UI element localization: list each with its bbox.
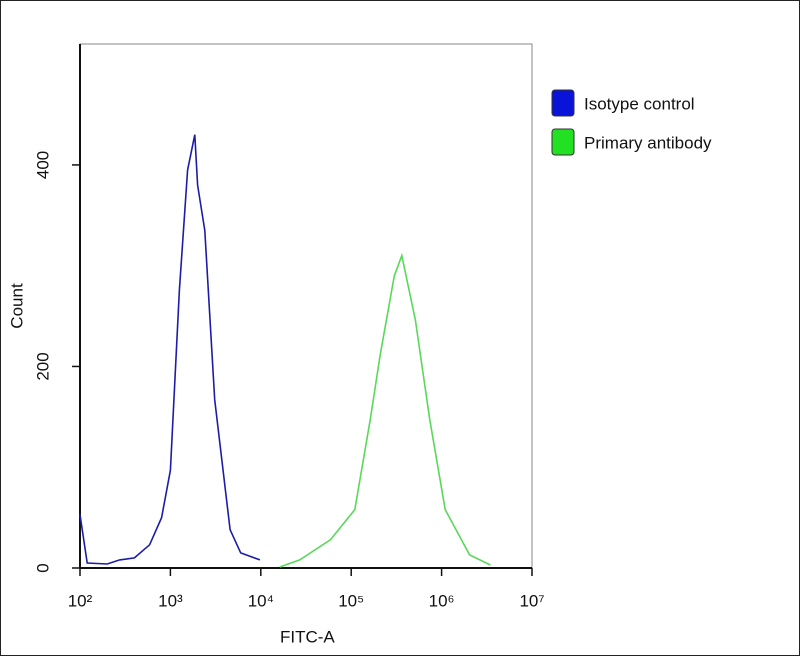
plot-frame — [79, 43, 533, 569]
legend-swatch — [551, 89, 575, 117]
y-tick-label: 400 — [33, 151, 52, 179]
x-tick-label: 10⁷ — [519, 591, 544, 610]
legend-label: Isotype control — [584, 94, 695, 113]
x-tick-label: 10² — [68, 591, 93, 610]
y-tick-label: 200 — [33, 352, 52, 380]
x-tick-label: 10³ — [158, 591, 183, 610]
x-tick-label: 10⁴ — [248, 591, 274, 610]
legend-swatch — [551, 128, 575, 156]
x-tick-label: 10⁶ — [429, 591, 455, 610]
series-line — [279, 252, 491, 568]
series-line — [79, 134, 261, 565]
y-axis-label: Count — [7, 283, 26, 329]
x-axis-label: FITC-A — [280, 627, 335, 646]
legend-label: Primary antibody — [584, 133, 712, 152]
x-tick-label: 10⁵ — [338, 591, 364, 610]
y-tick-label: 0 — [33, 563, 52, 572]
